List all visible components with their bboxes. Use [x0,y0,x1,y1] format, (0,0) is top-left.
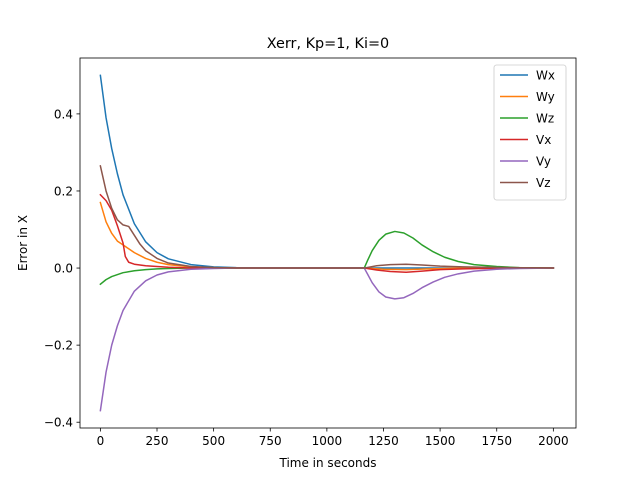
plot-frame [79,57,577,429]
legend-label-vz: Vz [536,176,551,190]
y-axis-label: Error in X [16,215,30,271]
x-tick-label: 1500 [425,434,456,448]
x-axis: 0 250 500 750 1000 1250 1500 1750 2000 [97,428,569,448]
x-tick-label: 750 [259,434,282,448]
series-line-vz [99,165,555,269]
x-tick-label: 0 [97,434,105,448]
x-tick-label: 1750 [481,434,512,448]
x-tick-label: 2000 [538,434,569,448]
y-tick-label: 0.2 [54,184,73,198]
legend-label-wy: Wy [536,90,555,104]
y-tick-label: 0.4 [54,107,73,121]
legend: Wx Wy Wz Vx Vy Vz [493,64,567,201]
x-tick-label: 1250 [368,434,399,448]
x-axis-label: Time in seconds [279,456,377,470]
series-line-wx [99,74,555,269]
series-line-vy [99,267,555,412]
legend-label-wx: Wx [536,69,555,83]
series-lines [99,74,555,412]
y-tick-label: −0.4 [44,416,73,430]
x-tick-label: 250 [146,434,169,448]
chart-title: Xerr, Kp=1, Ki=0 [267,36,389,52]
y-tick-label: 0.0 [54,262,73,276]
legend-label-vy: Vy [536,155,551,169]
series-line-wz [99,230,555,286]
x-tick-label: 500 [202,434,225,448]
legend-box [493,64,567,201]
x-tick-label: 1000 [312,434,343,448]
legend-label-vx: Vx [536,133,551,147]
legend-label-wz: Wz [536,112,554,126]
y-axis: −0.4 −0.2 0.0 0.2 0.4 [44,107,80,430]
y-tick-label: −0.2 [44,339,73,353]
